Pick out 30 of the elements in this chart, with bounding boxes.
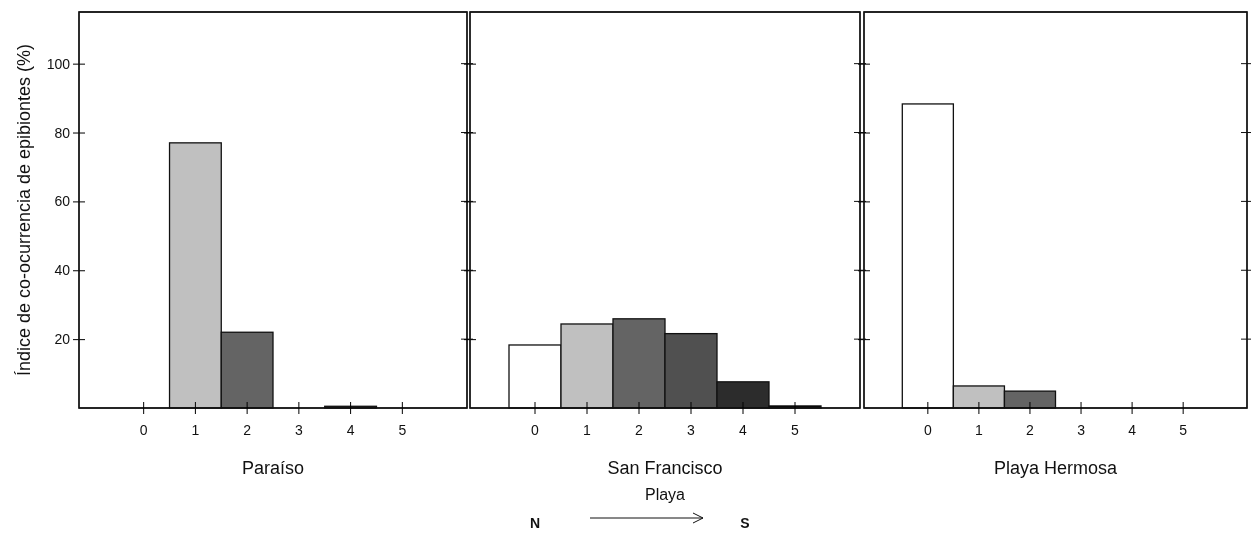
y-tick-label: 40 [54, 262, 71, 279]
x-axis-title: Paraíso [241, 458, 305, 478]
y-axis-title: Índice de co-ocurrencia de epibiontes (%) [14, 43, 34, 377]
x-tick-label: 4 [739, 422, 748, 439]
x-tick-label: 4 [1128, 422, 1137, 439]
x-tick-label: 2 [635, 422, 644, 439]
x-tick-label: 5 [1179, 422, 1188, 439]
x-tick-label: 1 [975, 422, 983, 439]
x-tick-label: 0 [531, 422, 540, 439]
x-axis-title: San Francisco [607, 458, 723, 478]
x-axis-title: Playa Hermosa [993, 458, 1119, 478]
x-tick-label: 3 [1077, 422, 1086, 439]
x-tick-label: 3 [294, 422, 303, 439]
x-tick-label: 2 [243, 422, 252, 439]
x-tick-label: 5 [398, 422, 407, 439]
x-tick-label: 5 [791, 422, 800, 439]
x-tick-label: 1 [583, 422, 592, 439]
x-tick-label: 0 [139, 422, 148, 439]
x-tick-label: 3 [687, 422, 696, 439]
y-tick-label: 100 [46, 55, 71, 72]
text: Playa [644, 486, 686, 503]
x-tick-label: 0 [923, 422, 932, 439]
text: N [529, 515, 541, 531]
y-tick-label: 60 [54, 193, 71, 210]
x-tick-label: 2 [1026, 422, 1035, 439]
x-tick-label: 4 [346, 422, 355, 439]
y-tick-label: 20 [54, 331, 71, 348]
y-tick-label: 80 [54, 124, 71, 141]
text: S [740, 515, 750, 531]
x-tick-label: 1 [191, 422, 200, 439]
